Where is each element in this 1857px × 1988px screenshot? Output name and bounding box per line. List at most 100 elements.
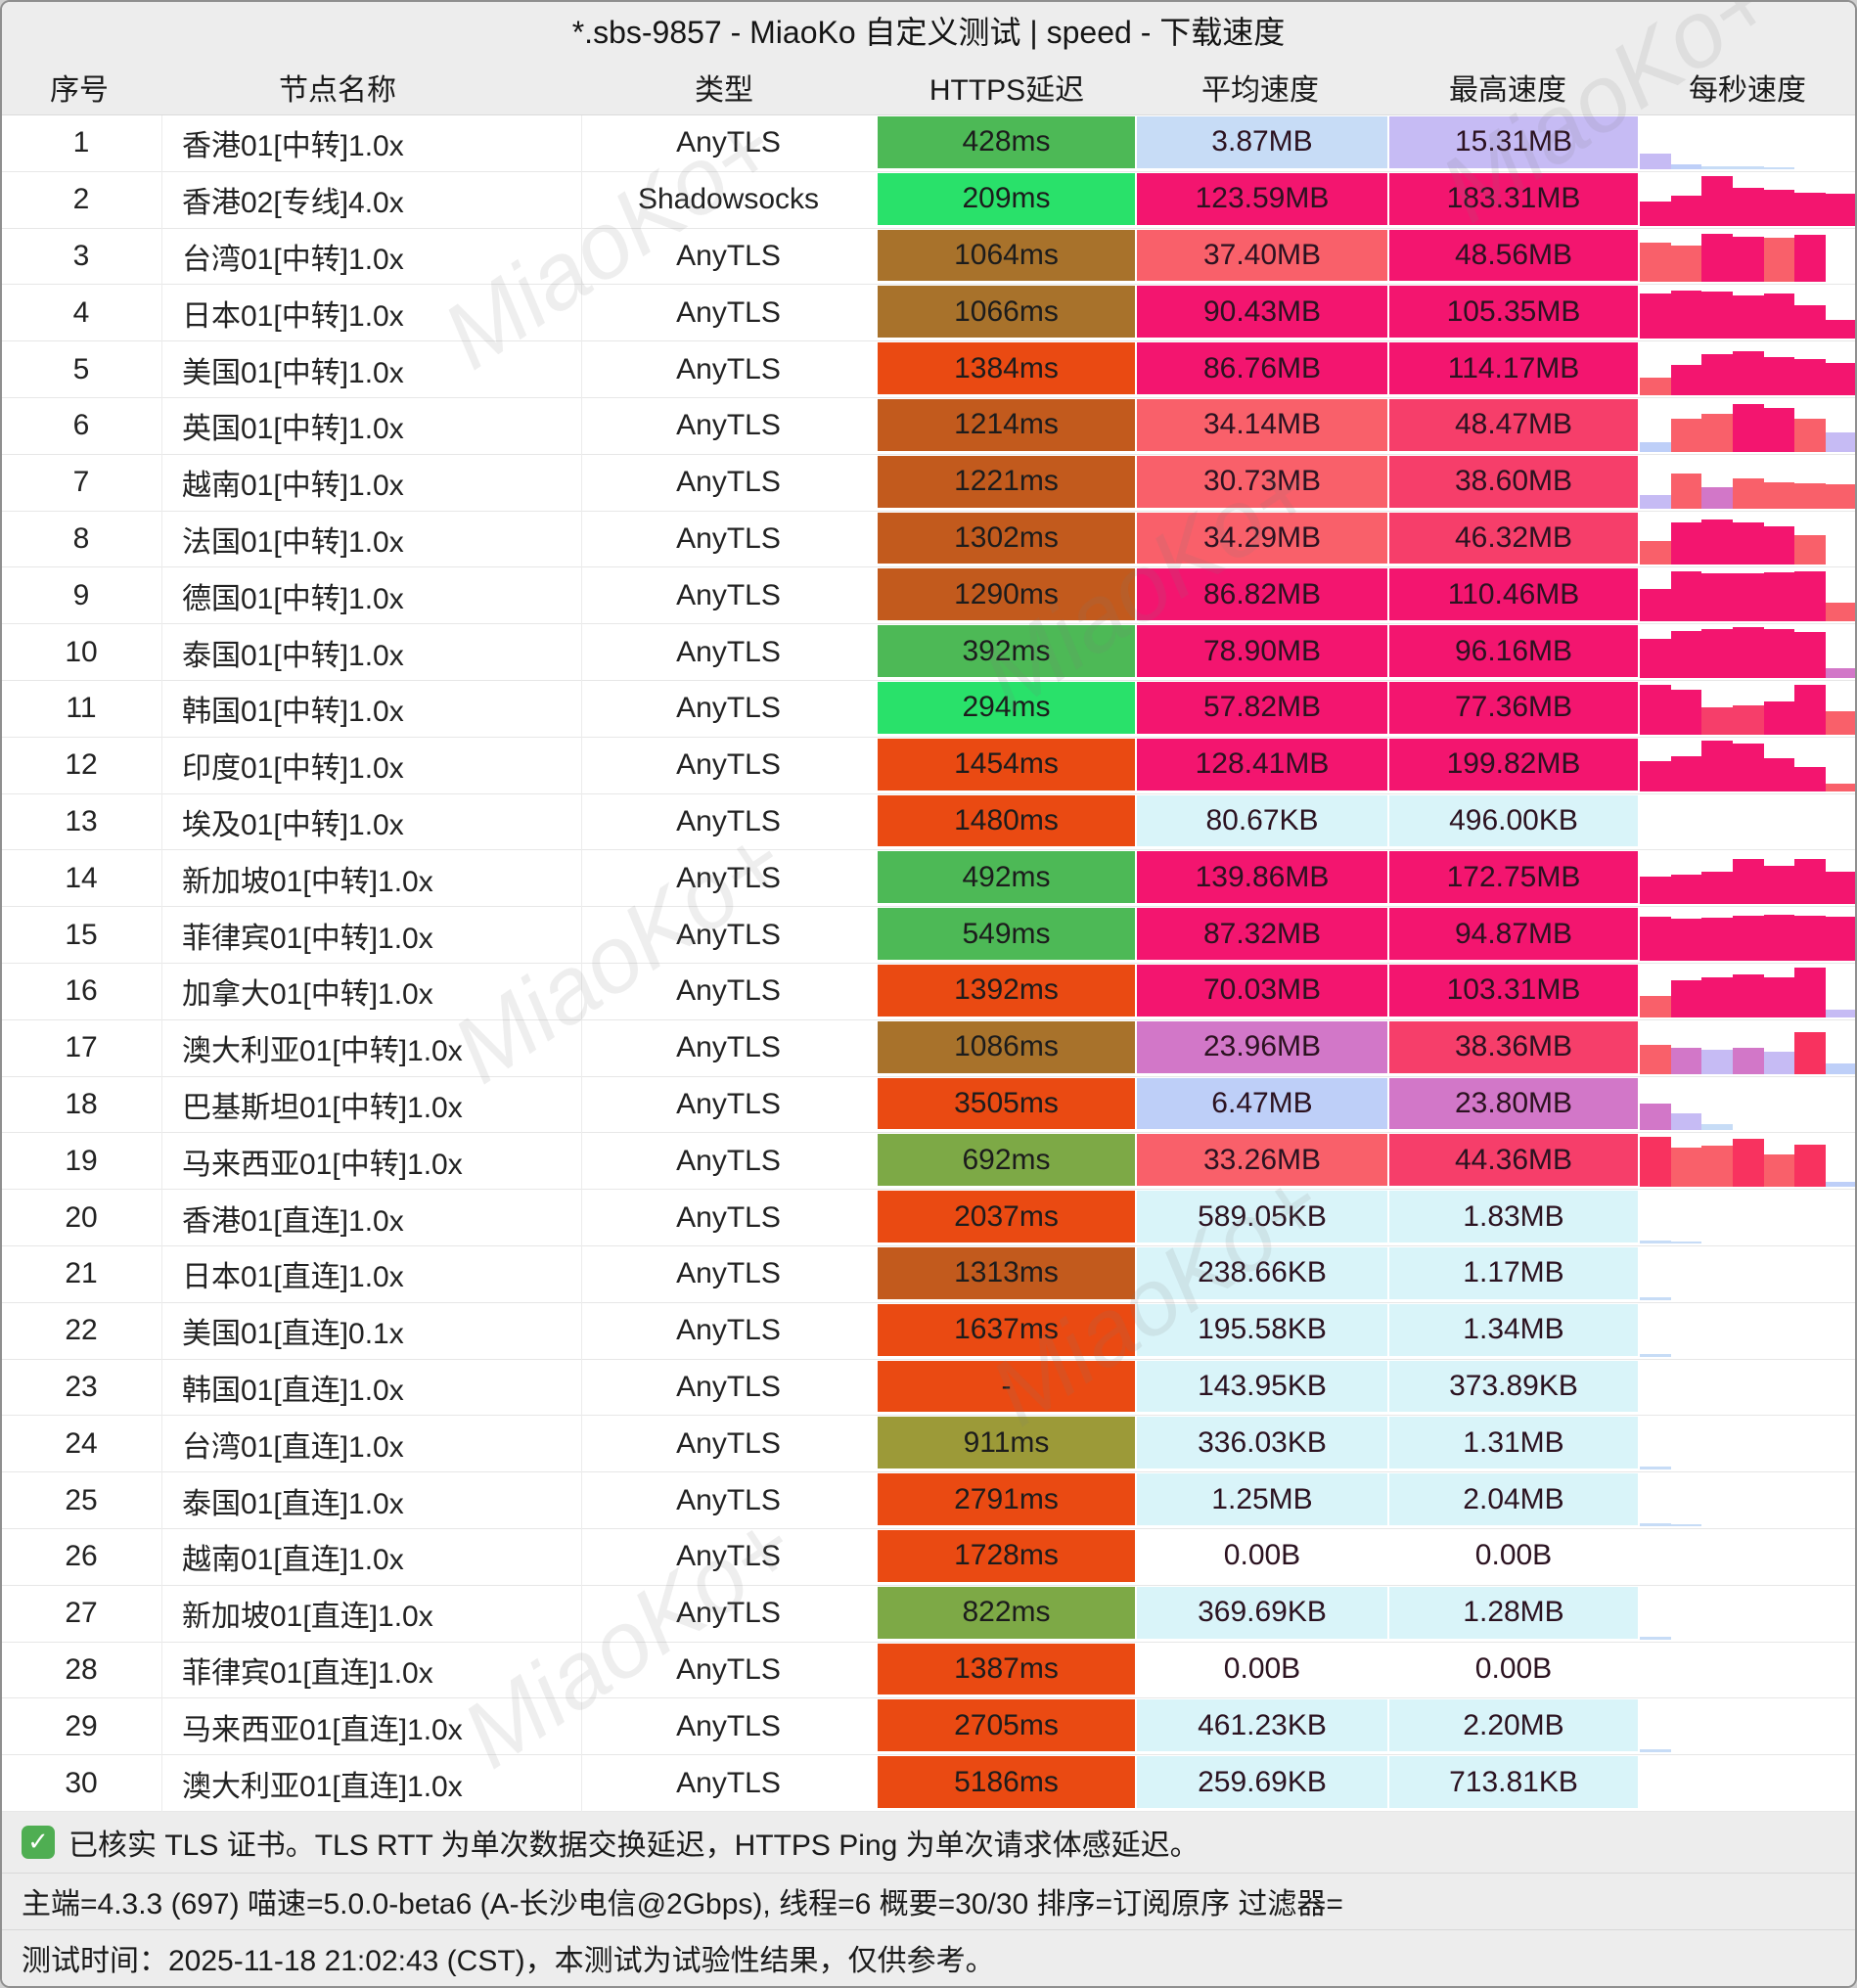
spark-bar [1640, 1137, 1671, 1188]
spark-bar [1794, 419, 1827, 452]
spark-bar [1794, 858, 1827, 905]
col-header-node-name: 节点名称 [279, 73, 396, 107]
node-type: Shadowsocks [637, 183, 820, 216]
spark-bar [1640, 761, 1671, 791]
spark-bar [1826, 668, 1855, 678]
table-row: 13 埃及01[中转]1.0x AnyTLS 1480ms 80.67KB 49… [2, 794, 1855, 851]
max-speed-cell: 1.17MB [1389, 1246, 1638, 1299]
spark-bar [1701, 629, 1734, 678]
node-name: 泰国01[直连]1.0x [182, 1487, 404, 1520]
latency-cell: 822ms [878, 1586, 1135, 1639]
spark-chart [1640, 1078, 1855, 1131]
table-row: 29 马来西亚01[直连]1.0x AnyTLS 2705ms 461.23KB… [2, 1698, 1855, 1756]
row-index: 23 [65, 1370, 98, 1403]
node-name: 韩国01[中转]1.0x [182, 696, 404, 729]
node-type: AnyTLS [676, 1483, 781, 1516]
latency-cell: 1066ms [878, 286, 1135, 339]
spark-bar [1826, 783, 1855, 791]
max-speed-cell: 15.31MB [1389, 116, 1638, 168]
node-name: 澳大利亚01[中转]1.0x [182, 1035, 463, 1068]
spark-bar [1701, 291, 1734, 339]
spark-bar [1826, 432, 1855, 452]
max-speed-cell: 46.32MB [1389, 512, 1638, 565]
node-type: AnyTLS [676, 635, 781, 668]
latency-cell: 2037ms [878, 1191, 1135, 1242]
table-row: 20 香港01[直连]1.0x AnyTLS 2037ms 589.05KB 1… [2, 1190, 1855, 1246]
avg-speed-cell: 80.67KB [1137, 794, 1387, 847]
node-type: AnyTLS [676, 918, 781, 951]
spark-bar [1640, 1240, 1671, 1243]
spark-bar [1763, 1051, 1795, 1074]
max-speed-cell: 44.36MB [1389, 1134, 1638, 1187]
spark-bar [1670, 571, 1702, 622]
avg-speed-cell: 34.29MB [1137, 512, 1387, 565]
avg-speed-cell: 123.59MB [1137, 172, 1387, 225]
avg-speed-cell: 139.86MB [1137, 851, 1387, 904]
node-name: 埃及01[中转]1.0x [182, 808, 404, 841]
node-type: AnyTLS [676, 1766, 781, 1799]
table-row: 1 香港01[中转]1.0x AnyTLS 428ms 3.87MB 15.31… [2, 115, 1855, 172]
spark-bar [1670, 980, 1702, 1017]
spark-bar [1794, 766, 1827, 791]
spark-bar [1763, 628, 1795, 678]
spark-chart [1640, 342, 1855, 395]
spark-bar [1640, 242, 1671, 283]
col-header-index: 序号 [50, 73, 109, 107]
spark-bar [1640, 494, 1671, 509]
row-index: 10 [65, 635, 98, 668]
row-index: 29 [65, 1709, 98, 1742]
max-speed-cell: 2.20MB [1389, 1699, 1638, 1752]
spark-bar [1733, 1047, 1764, 1074]
spark-bar [1733, 295, 1764, 339]
latency-cell: 428ms [878, 116, 1135, 168]
node-name: 美国01[中转]1.0x [182, 356, 404, 389]
table-row: 15 菲律宾01[中转]1.0x AnyTLS 549ms 87.32MB 94… [2, 907, 1855, 964]
spark-chart [1640, 1134, 1855, 1188]
node-type: AnyTLS [676, 126, 781, 159]
row-index: 12 [65, 748, 98, 782]
latency-cell: 1728ms [878, 1529, 1135, 1582]
node-type: AnyTLS [676, 1652, 781, 1686]
col-header-type: 类型 [695, 73, 753, 107]
table-row: 2 香港02[专线]4.0x Shadowsocks 209ms 123.59M… [2, 172, 1855, 229]
table-row: 30 澳大利亚01[直连]1.0x AnyTLS 5186ms 259.69KB… [2, 1755, 1855, 1812]
spark-bar [1701, 520, 1734, 565]
table-row: 24 台湾01[直连]1.0x AnyTLS 911ms 336.03KB 1.… [2, 1416, 1855, 1473]
spark-bar [1733, 166, 1764, 169]
page-title: *.sbs-9857 - MiaoKo 自定义测试 | speed - 下载速度 [571, 15, 1286, 50]
spark-bar [1640, 377, 1671, 395]
row-index: 22 [65, 1314, 98, 1347]
spark-bar [1670, 1113, 1702, 1131]
table-row: 25 泰国01[直连]1.0x AnyTLS 2791ms 1.25MB 2.0… [2, 1472, 1855, 1529]
spark-bar [1701, 233, 1734, 283]
table-row: 6 英国01[中转]1.0x AnyTLS 1214ms 34.14MB 48.… [2, 398, 1855, 455]
node-type: AnyTLS [676, 1426, 781, 1460]
node-name: 韩国01[直连]1.0x [182, 1374, 404, 1407]
node-type: AnyTLS [676, 1314, 781, 1347]
node-name: 菲律宾01[直连]1.0x [182, 1656, 433, 1690]
node-name: 越南01[直连]1.0x [182, 1544, 404, 1577]
latency-cell: 1086ms [878, 1020, 1135, 1073]
latency-cell: 5186ms [878, 1756, 1135, 1808]
spark-bar [1670, 290, 1702, 339]
node-type: AnyTLS [676, 239, 781, 272]
spark-bar [1794, 1031, 1827, 1074]
max-speed-cell: 38.60MB [1389, 455, 1638, 508]
spark-bar [1733, 404, 1764, 452]
spark-bar [1640, 1297, 1671, 1300]
avg-speed-cell: 87.32MB [1137, 908, 1387, 960]
spark-bar [1640, 684, 1671, 735]
table-row: 27 新加坡01[直连]1.0x AnyTLS 822ms 369.69KB 1… [2, 1586, 1855, 1643]
avg-speed-cell: 86.82MB [1137, 568, 1387, 621]
latency-cell: 3505ms [878, 1077, 1135, 1130]
spark-bar [1640, 540, 1671, 565]
table-row: 14 新加坡01[中转]1.0x AnyTLS 492ms 139.86MB 1… [2, 850, 1855, 908]
node-type: AnyTLS [676, 409, 781, 442]
node-name: 澳大利亚01[直连]1.0x [182, 1770, 463, 1803]
table-row: 19 马来西亚01[中转]1.0x AnyTLS 692ms 33.26MB 4… [2, 1133, 1855, 1191]
column-divider [161, 115, 162, 1812]
max-speed-cell: 2.04MB [1389, 1473, 1638, 1525]
spark-bar [1826, 362, 1855, 395]
latency-cell: 1290ms [878, 568, 1135, 621]
spark-chart [1640, 795, 1855, 848]
